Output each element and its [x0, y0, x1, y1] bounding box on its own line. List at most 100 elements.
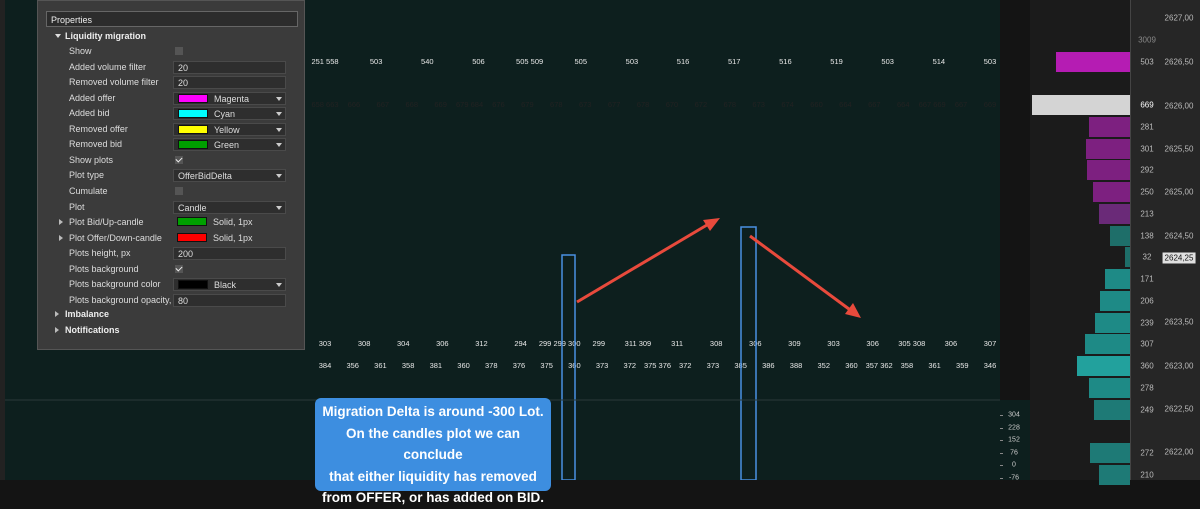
checkbox[interactable]: [175, 155, 183, 164]
property-label: Plot: [69, 201, 85, 212]
color-picker[interactable]: Black: [173, 278, 286, 292]
property-value: Solid, 1px: [213, 217, 253, 228]
dropdown-caret[interactable]: [276, 112, 282, 117]
dropdown-caret[interactable]: [276, 283, 282, 288]
dropdown[interactable]: OfferBidDelta: [173, 169, 286, 183]
callout-line: from OFFER, or has added on BID.: [321, 490, 544, 505]
heatmap-cell: 299 299 300: [538, 339, 581, 349]
callout: Migration Delta is around -300 Lot. On th…: [315, 398, 551, 505]
property-label: Plots background: [69, 263, 139, 274]
property-value: OfferBidDelta: [178, 171, 232, 182]
heatmap-cell: 669: [983, 100, 997, 109]
dropdown-caret[interactable]: [276, 143, 282, 148]
dropdown-caret[interactable]: [276, 174, 282, 179]
number-input[interactable]: 20: [173, 76, 286, 90]
property-row: Plots height, px 200: [38, 246, 296, 261]
profile-bar: [1085, 334, 1130, 355]
heatmap-cell: 658 663: [311, 100, 339, 109]
panel-title: Properties: [46, 11, 298, 27]
heatmap-cell: 516: [779, 56, 792, 66]
heatmap-cell: 506: [472, 56, 485, 66]
section-header[interactable]: Imbalance: [38, 307, 296, 322]
checkbox[interactable]: [175, 47, 183, 55]
number-input[interactable]: 200: [173, 247, 286, 261]
property-row: Removed bid Green: [38, 137, 296, 152]
section-header[interactable]: Liquidity migration: [38, 29, 296, 44]
dropdown-caret[interactable]: [276, 96, 282, 101]
heatmap-cell: 667: [954, 100, 968, 109]
property-label: Removed bid: [69, 139, 123, 150]
checkbox[interactable]: [175, 186, 183, 195]
property-value: 200: [178, 249, 194, 260]
property-value: 20: [178, 78, 189, 89]
color-swatch: [178, 124, 208, 134]
color-picker[interactable]: Green: [173, 138, 286, 152]
tick-mark: [1000, 427, 1003, 429]
heatmap-cell: 373: [706, 361, 720, 370]
number-input[interactable]: 20: [173, 60, 286, 74]
heatmap-cell: 668: [405, 100, 418, 109]
heatmap-cell: 309: [788, 339, 801, 349]
profile-bar: [1032, 95, 1130, 115]
heatmap-cell: 352: [817, 361, 831, 370]
profile-bar: [1093, 399, 1130, 420]
heatmap-cell: 664: [896, 100, 910, 109]
property-label: Plots background opacity, %: [69, 294, 182, 305]
expand-arrow[interactable]: [55, 326, 59, 333]
heatmap-cell: 360: [845, 361, 858, 370]
highlight-box: [740, 226, 757, 480]
price-label: 2622,50: [1164, 404, 1194, 414]
profile-value: 278: [1140, 383, 1154, 393]
heatmap-cell: 375 376: [643, 361, 672, 370]
property-row: Plot type OfferBidDelta: [38, 168, 296, 183]
profile-value: 301: [1140, 144, 1154, 153]
heatmap-cell: 306: [944, 339, 958, 349]
property-label: Removed volume filter: [69, 77, 159, 88]
heatmap-cell: 667 669: [918, 100, 946, 109]
profile-bar: [1104, 269, 1130, 289]
property-value: 20: [178, 62, 189, 73]
heatmap-cell: 673: [578, 100, 592, 109]
heatmap-cell: 678: [636, 100, 650, 109]
section-header[interactable]: Notifications: [38, 323, 296, 338]
color-picker[interactable]: Solid, 1px: [173, 216, 286, 229]
heatmap-cell: 672: [694, 100, 708, 109]
price-label: 2623,50: [1164, 317, 1194, 327]
property-value: 80: [178, 295, 189, 306]
expand-arrow[interactable]: [59, 234, 63, 241]
color-swatch: [177, 232, 207, 242]
property-label: Show: [69, 46, 92, 56]
dropdown-caret[interactable]: [276, 127, 282, 132]
left-edge: [0, 0, 5, 480]
tick-mark: [1000, 415, 1003, 416]
property-label: Show plots: [69, 154, 114, 165]
color-picker[interactable]: Solid, 1px: [173, 232, 286, 245]
profile-bar: [1088, 116, 1130, 137]
property-label: Removed offer: [69, 123, 128, 134]
color-picker[interactable]: Magenta: [173, 91, 286, 105]
profile-bar: [1056, 51, 1130, 72]
tick-mark: [1000, 478, 1003, 479]
color-picker[interactable]: Yellow: [173, 122, 286, 136]
heatmap-cell: 303: [318, 339, 332, 349]
heatmap-cell: 294: [514, 339, 527, 349]
price-label: 2625,00: [1164, 187, 1194, 197]
checkbox[interactable]: [175, 264, 183, 273]
expand-arrow[interactable]: [55, 34, 61, 38]
screen: {"panel": {"title": "Properties", "secti…: [0, 0, 1200, 480]
property-row: Show: [38, 44, 296, 59]
expand-arrow[interactable]: [55, 311, 59, 317]
profile-value: 171: [1140, 274, 1154, 284]
dropdown-caret[interactable]: [276, 205, 282, 210]
volume-profile: [1030, 0, 1130, 485]
profile-bar: [1093, 182, 1130, 202]
dropdown[interactable]: Candle: [173, 200, 286, 214]
heatmap-cell: 372: [623, 361, 637, 370]
profile-bar: [1087, 160, 1130, 181]
color-picker[interactable]: Cyan: [173, 107, 286, 121]
property-row: Added bid Cyan: [38, 106, 296, 121]
number-input[interactable]: 80: [173, 293, 286, 307]
heatmap-cell: 306: [436, 339, 449, 349]
property-value: Magenta: [214, 93, 250, 104]
expand-arrow[interactable]: [59, 219, 63, 226]
